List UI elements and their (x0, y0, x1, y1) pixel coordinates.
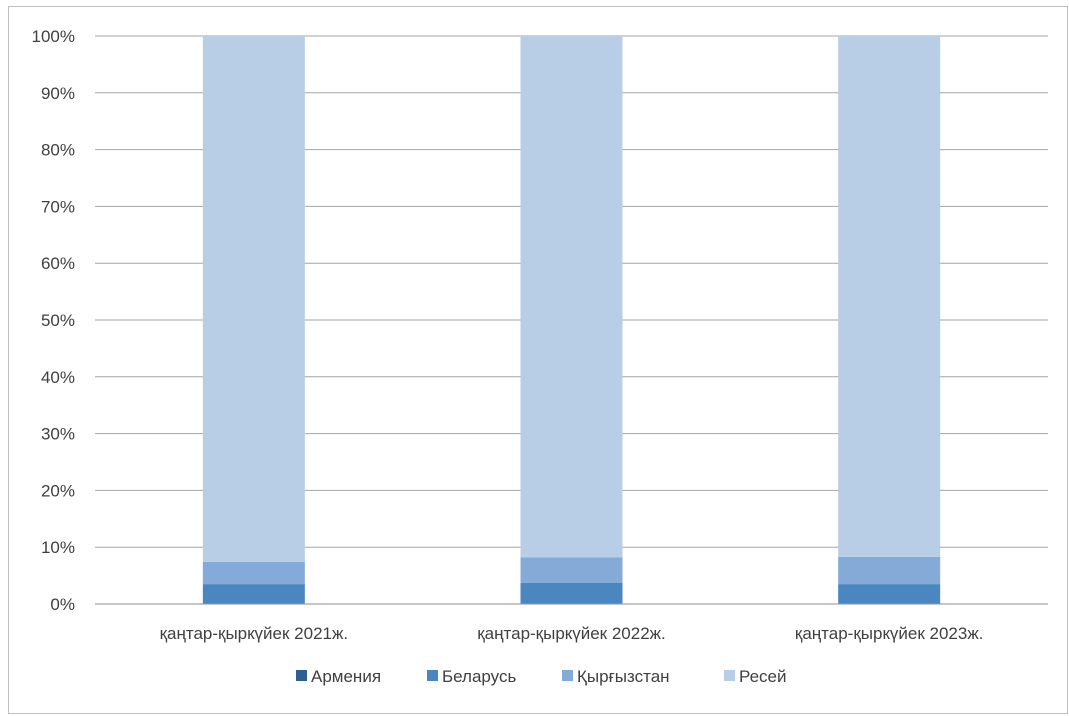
x-tick-label: қаңтар-қыркүйек 2021ж. (160, 624, 349, 643)
bar-segment (520, 36, 623, 558)
x-tick-label: қаңтар-қыркүйек 2022ж. (477, 624, 666, 643)
legend-label: Ресей (739, 667, 787, 686)
legend-swatch (562, 670, 573, 681)
legend-swatch (296, 670, 307, 681)
legend-label: Беларусь (442, 667, 516, 686)
y-tick-label: 40% (41, 368, 75, 387)
bar-segment (202, 36, 305, 562)
bar-segment (520, 582, 623, 604)
legend-label: Қырғызстан (577, 667, 670, 686)
y-tick-label: 100% (32, 27, 75, 46)
y-tick-label: 60% (41, 254, 75, 273)
y-tick-label: 20% (41, 481, 75, 500)
bar-segment (838, 556, 941, 585)
legend-swatch (724, 670, 735, 681)
y-tick-label: 80% (41, 141, 75, 160)
bar-segment (520, 557, 623, 583)
bar-segment (838, 36, 941, 557)
y-tick-label: 70% (41, 197, 75, 216)
y-tick-label: 0% (50, 595, 75, 614)
x-tick-label: қаңтар-қыркүйек 2023ж. (795, 624, 984, 643)
legend-swatch (427, 670, 438, 681)
y-tick-label: 30% (41, 425, 75, 444)
bar-segment (838, 584, 941, 604)
bar-segment (202, 584, 305, 604)
y-tick-label: 10% (41, 538, 75, 557)
legend-label: Армения (311, 667, 381, 686)
y-tick-label: 50% (41, 311, 75, 330)
bar-segment (202, 561, 305, 585)
y-tick-label: 90% (41, 84, 75, 103)
